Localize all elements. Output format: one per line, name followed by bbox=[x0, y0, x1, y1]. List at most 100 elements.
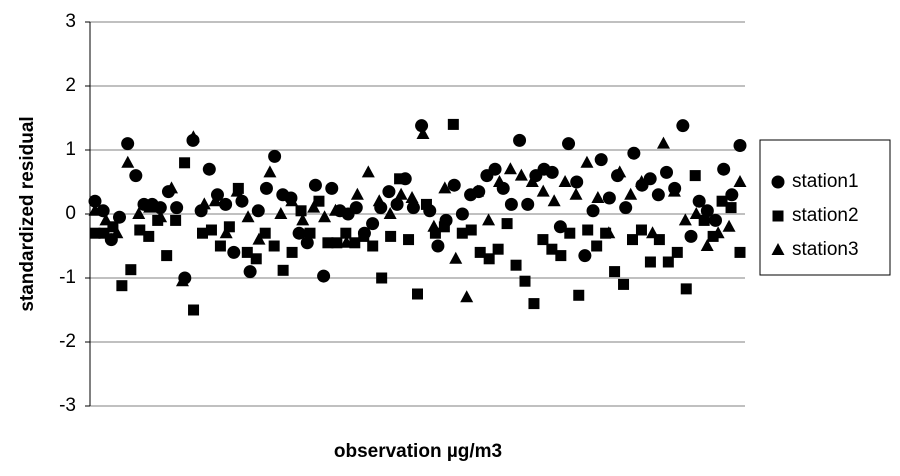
point bbox=[331, 237, 343, 249]
point bbox=[403, 234, 415, 246]
point bbox=[376, 272, 388, 284]
point bbox=[251, 204, 265, 218]
point bbox=[235, 194, 249, 208]
point bbox=[243, 265, 257, 279]
point bbox=[165, 181, 179, 194]
point bbox=[700, 204, 714, 218]
point bbox=[684, 229, 698, 243]
point bbox=[700, 239, 714, 251]
point bbox=[553, 220, 567, 234]
point bbox=[698, 214, 710, 226]
legend-marker bbox=[771, 175, 785, 189]
point bbox=[339, 235, 353, 248]
point bbox=[447, 118, 459, 130]
point bbox=[646, 226, 660, 239]
point bbox=[175, 274, 189, 287]
point bbox=[582, 224, 594, 236]
point bbox=[143, 200, 157, 213]
point bbox=[268, 149, 282, 163]
point bbox=[259, 181, 273, 195]
point bbox=[88, 203, 102, 216]
point bbox=[230, 184, 244, 197]
point bbox=[89, 227, 101, 239]
legend-label: station2 bbox=[792, 205, 859, 226]
point bbox=[618, 278, 630, 290]
y-tick-label: -1 bbox=[59, 267, 76, 288]
point bbox=[227, 245, 241, 259]
point bbox=[317, 269, 331, 283]
point bbox=[274, 207, 288, 219]
point bbox=[223, 221, 235, 233]
point bbox=[202, 162, 216, 176]
point bbox=[537, 234, 549, 246]
point bbox=[562, 137, 576, 151]
point bbox=[455, 207, 469, 221]
point bbox=[471, 184, 485, 197]
point bbox=[709, 213, 723, 227]
point bbox=[513, 133, 527, 147]
point bbox=[394, 187, 408, 200]
point bbox=[300, 236, 314, 250]
point bbox=[420, 198, 432, 210]
point bbox=[725, 202, 737, 214]
point bbox=[734, 246, 746, 258]
point bbox=[340, 227, 352, 239]
point bbox=[205, 224, 217, 236]
point bbox=[170, 214, 182, 226]
y-tick-label: 3 bbox=[65, 11, 76, 32]
point bbox=[383, 207, 397, 219]
point bbox=[578, 249, 592, 263]
point bbox=[680, 283, 692, 295]
point bbox=[367, 240, 379, 252]
point bbox=[580, 155, 594, 168]
point bbox=[406, 201, 420, 215]
point bbox=[349, 237, 361, 249]
point bbox=[492, 243, 504, 255]
point bbox=[252, 232, 266, 245]
point bbox=[528, 298, 540, 310]
point bbox=[716, 195, 728, 207]
x-axis-label: observation µg/m3 bbox=[334, 441, 502, 462]
y-tick-label: 0 bbox=[65, 203, 76, 224]
point bbox=[602, 191, 616, 205]
point bbox=[653, 234, 665, 246]
point bbox=[296, 213, 310, 226]
point bbox=[591, 240, 603, 252]
point bbox=[569, 187, 583, 200]
point bbox=[676, 119, 690, 133]
point bbox=[689, 207, 703, 219]
point bbox=[521, 197, 535, 211]
point bbox=[277, 264, 289, 276]
point bbox=[188, 304, 200, 316]
point bbox=[627, 146, 641, 160]
point bbox=[662, 256, 674, 268]
point bbox=[447, 178, 461, 192]
point bbox=[510, 259, 522, 271]
point bbox=[546, 243, 558, 255]
point bbox=[110, 226, 124, 239]
point bbox=[219, 226, 233, 239]
point bbox=[503, 162, 517, 175]
legend-label: station1 bbox=[792, 171, 859, 192]
point bbox=[488, 162, 502, 176]
point bbox=[415, 119, 429, 133]
point bbox=[573, 289, 585, 301]
point bbox=[656, 136, 670, 149]
point bbox=[132, 207, 146, 219]
point bbox=[711, 226, 725, 239]
point bbox=[385, 230, 397, 242]
point bbox=[325, 181, 339, 195]
point bbox=[438, 221, 450, 233]
point bbox=[504, 197, 518, 211]
point bbox=[412, 288, 423, 300]
point bbox=[329, 203, 343, 216]
point bbox=[609, 266, 621, 278]
point bbox=[197, 197, 211, 210]
y-axis-label: standardized residual bbox=[17, 116, 38, 311]
point bbox=[304, 227, 316, 239]
point bbox=[361, 165, 375, 178]
point bbox=[725, 188, 739, 202]
point bbox=[416, 127, 430, 139]
point bbox=[208, 194, 222, 207]
